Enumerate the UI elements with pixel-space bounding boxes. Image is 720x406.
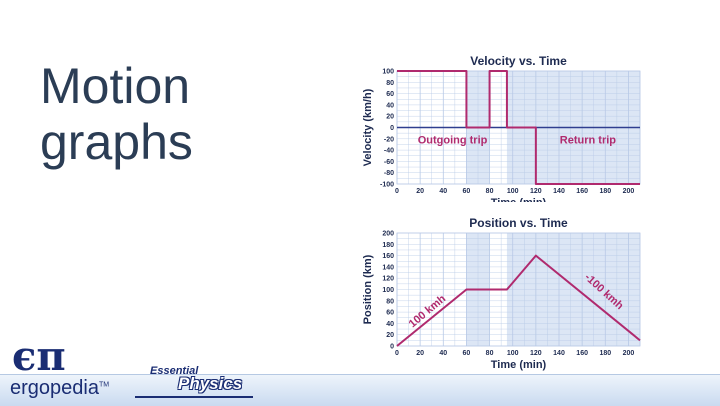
position-ytick-label: 140 xyxy=(382,264,394,271)
velocity-xtick-label: 120 xyxy=(530,188,542,195)
ergopedia-logo-text: ergopediaTM xyxy=(10,377,109,400)
velocity-xtick-label: 100 xyxy=(507,188,519,195)
velocity-xtick-label: 140 xyxy=(553,188,565,195)
position-ytick-label: 180 xyxy=(382,242,394,249)
velocity-xtick-label: 60 xyxy=(463,188,471,195)
velocity-ylabel: Velocity (km/h) xyxy=(362,88,374,166)
physics-label: Physics xyxy=(178,374,242,394)
velocity-ytick-label: 40 xyxy=(386,102,394,109)
position-ytick-label: 160 xyxy=(382,253,394,260)
ergopedia-logo-icon: ϵπ xyxy=(12,336,66,378)
velocity-ytick-label: -60 xyxy=(384,159,394,166)
position-xtick-label: 120 xyxy=(530,350,542,357)
velocity-ytick-label: 0 xyxy=(390,125,394,132)
slide-title-line1: Motion xyxy=(40,58,193,114)
velocity-xtick-label: 160 xyxy=(576,188,588,195)
position-ytick-label: 80 xyxy=(386,298,394,305)
position-ytick-label: 200 xyxy=(382,231,394,238)
position-ytick-label: 120 xyxy=(382,276,394,283)
slide-title: Motion graphs xyxy=(40,58,193,170)
position-xlabel: Time (min) xyxy=(491,359,547,371)
velocity-xtick-label: 80 xyxy=(486,188,494,195)
velocity-ytick-label: 60 xyxy=(386,91,394,98)
position-xtick-label: 100 xyxy=(507,350,519,357)
velocity-ytick-label: -40 xyxy=(384,148,394,155)
velocity-xtick-label: 180 xyxy=(599,188,611,195)
velocity-xtick-label: 0 xyxy=(395,188,399,195)
essential-physics-underline xyxy=(135,396,253,398)
velocity-ytick-label: 80 xyxy=(386,80,394,87)
position-xtick-label: 40 xyxy=(439,350,447,357)
position-ytick-label: 40 xyxy=(386,321,394,328)
velocity-ytick-label: -100 xyxy=(380,182,394,189)
position-ytick-label: 60 xyxy=(386,310,394,317)
position-ytick-label: 100 xyxy=(382,287,394,294)
position-xtick-label: 0 xyxy=(395,350,399,357)
position-xtick-label: 20 xyxy=(416,350,424,357)
slide-title-line2: graphs xyxy=(40,114,193,170)
velocity-xtick-label: 200 xyxy=(623,188,635,195)
position-xtick-label: 80 xyxy=(486,350,494,357)
position-title: Position vs. Time xyxy=(469,216,568,230)
position-xtick-label: 160 xyxy=(576,350,588,357)
velocity-ytick-label: -80 xyxy=(384,170,394,177)
position-ytick-label: 0 xyxy=(390,344,394,351)
logo-tm: TM xyxy=(99,381,109,388)
velocity-annotation-0: Outgoing trip xyxy=(418,134,488,146)
velocity-title: Velocity vs. Time xyxy=(470,54,567,68)
position-ylabel: Position (km) xyxy=(362,254,374,324)
position-xtick-label: 140 xyxy=(553,350,565,357)
position-xtick-label: 200 xyxy=(623,350,635,357)
velocity-xlabel: Time (min) xyxy=(491,197,547,202)
logo-name: ergopedia xyxy=(10,377,99,399)
position-ytick-label: 20 xyxy=(386,332,394,339)
velocity-xtick-label: 40 xyxy=(439,188,447,195)
velocity-ytick-label: -20 xyxy=(384,136,394,143)
velocity-xtick-label: 20 xyxy=(416,188,424,195)
position-xtick-label: 60 xyxy=(463,350,471,357)
velocity-ytick-label: 20 xyxy=(386,114,394,121)
position-annotation-0: 100 kmh xyxy=(407,293,449,331)
velocity-ytick-label: 100 xyxy=(382,69,394,76)
velocity-annotation-1: Return trip xyxy=(560,134,617,146)
position-xtick-label: 180 xyxy=(599,350,611,357)
